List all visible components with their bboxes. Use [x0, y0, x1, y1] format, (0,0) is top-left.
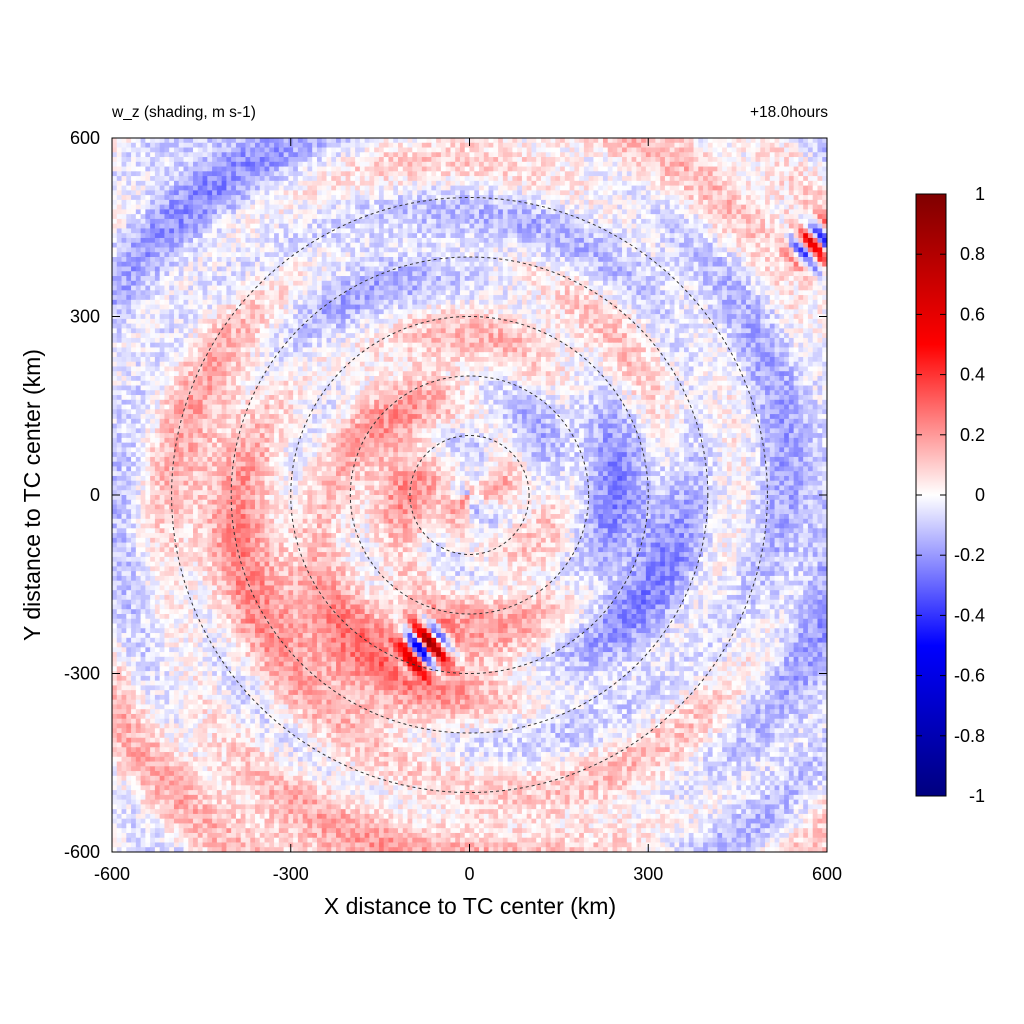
- colorbar-tick-label: 0.8: [960, 244, 985, 264]
- x-tick-label: -300: [273, 864, 309, 884]
- y-tick-label: 300: [70, 307, 100, 327]
- y-tick-label: 600: [70, 128, 100, 148]
- colorbar-tick-label: 0.4: [960, 365, 985, 385]
- colorbar-tick-label: 0: [975, 485, 985, 505]
- colorbar-tick-label: 0.6: [960, 304, 985, 324]
- x-tick-label: 0: [464, 864, 474, 884]
- x-tick-label: 300: [633, 864, 663, 884]
- colorbar-tick-label: -0.8: [954, 726, 985, 746]
- colorbar-tick-label: 1: [975, 184, 985, 204]
- chart-title-left: w_z (shading, m s-1): [111, 104, 256, 121]
- colorbar-tick-label: 0.2: [960, 425, 985, 445]
- x-tick-label: 600: [812, 864, 842, 884]
- x-axis-title: X distance to TC center (km): [324, 893, 616, 919]
- y-tick-label: -300: [64, 664, 100, 684]
- y-tick-label: -600: [64, 842, 100, 862]
- colorbar-tick-label: -0.2: [954, 545, 985, 565]
- y-axis-title: Y distance to TC center (km): [19, 349, 45, 641]
- colorbar-tick-label: -0.6: [954, 666, 985, 686]
- y-tick-label: 0: [90, 485, 100, 505]
- x-tick-label: -600: [94, 864, 130, 884]
- colorbar-tick-label: -1: [969, 786, 985, 806]
- chart-title-right: +18.0hours: [750, 104, 828, 121]
- colorbar-tick-label: -0.4: [954, 605, 985, 625]
- heatmap-field: [112, 138, 828, 853]
